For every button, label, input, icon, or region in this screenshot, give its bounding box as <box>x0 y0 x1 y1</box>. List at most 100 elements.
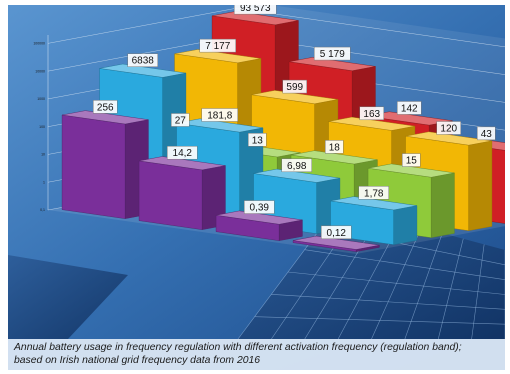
data-label-text: 6,98 <box>287 161 307 172</box>
y-tick-label: 1 <box>43 180 45 184</box>
solar-panel-1 <box>8 255 128 339</box>
labels-layer: 93 573 5 179 142 43 7 177 599 163 120 27 13 18 15 68… <box>93 5 496 240</box>
chart-canvas: 100000 10000 1000 100 10 1 0,1 93 573 5 179 142 4… <box>8 5 505 339</box>
data-label-text: 27 <box>175 115 187 126</box>
bar-top-face <box>328 116 415 131</box>
panel-grid-line <box>271 294 505 310</box>
data-label-box <box>93 100 118 114</box>
data-label-box <box>234 5 277 15</box>
bar-top-face <box>293 235 380 250</box>
bar-top-face <box>62 110 149 125</box>
data-label-green-cat3: 18 <box>325 140 344 154</box>
bar-blue-cat4 <box>330 196 418 245</box>
data-label-box <box>244 200 275 214</box>
data-label-purple-cat3: 0,39 <box>244 200 275 214</box>
data-label-box <box>248 133 267 147</box>
solar-panel-0 <box>238 205 505 339</box>
y-tick-label: 1000 <box>37 97 45 101</box>
data-label-purple-cat1: 256 <box>93 100 118 114</box>
data-label-box <box>436 121 461 135</box>
data-label-text: 256 <box>97 102 114 113</box>
data-label-yellow-cat4: 120 <box>436 121 461 135</box>
data-label-red-cat3: 142 <box>397 101 422 115</box>
chart-figure: 100000 10000 1000 100 10 1 0,1 93 573 5 179 142 4… <box>8 5 505 370</box>
data-label-box <box>358 186 389 200</box>
data-label-text: 93 573 <box>240 5 271 14</box>
data-label-blue-cat1: 6838 <box>127 53 158 67</box>
data-label-red-cat1: 93 573 <box>234 5 277 15</box>
bar-top-face <box>99 63 186 78</box>
bar-side-face <box>393 205 418 245</box>
bar-top-face <box>368 163 455 178</box>
bar-top-face <box>289 57 376 71</box>
data-label-text: 7 177 <box>205 41 230 52</box>
data-label-box <box>171 113 190 127</box>
bar-front-face <box>138 160 203 230</box>
data-label-text: 43 <box>481 129 493 140</box>
bar-top-face <box>405 131 492 146</box>
y-tick-label: 10000 <box>35 69 45 73</box>
data-label-box <box>282 79 307 94</box>
data-label-box <box>199 38 236 53</box>
data-label-box <box>359 106 384 121</box>
data-label-purple-cat2: 14,2 <box>167 145 198 160</box>
caption-bar: Annual battery usage in frequency regula… <box>8 339 505 370</box>
data-label-box <box>201 108 238 122</box>
data-label-box <box>397 101 422 115</box>
bar-top-face <box>216 210 303 225</box>
data-label-green-cat4: 15 <box>402 153 421 167</box>
bar-purple-cat4 <box>292 235 380 252</box>
data-label-text: 0,39 <box>250 203 270 214</box>
data-label-blue-cat3: 6,98 <box>281 158 312 173</box>
caption-line-1: Annual battery usage in frequency regula… <box>14 342 462 353</box>
data-label-text: 14,2 <box>173 148 193 159</box>
caption: Annual battery usage in frequency regula… <box>14 341 499 367</box>
y-tick-label: 100000 <box>33 42 45 46</box>
bar-top-face <box>253 168 340 183</box>
data-label-text: 142 <box>401 103 418 114</box>
panel-grid-line <box>287 271 505 295</box>
y-tick-label: 100 <box>39 125 45 129</box>
bar-top-face <box>176 118 263 133</box>
data-label-green-cat2: 13 <box>248 133 267 147</box>
data-label-text: 15 <box>406 156 418 167</box>
data-label-box <box>314 46 351 61</box>
data-label-text: 13 <box>252 135 264 146</box>
bar-side-face <box>468 140 493 231</box>
bar-front-face <box>61 114 126 219</box>
bar-top-face <box>330 196 417 211</box>
bar-purple-cat2 <box>138 156 226 230</box>
bar-top-face <box>251 90 338 104</box>
y-tick-label: 0,1 <box>40 208 45 212</box>
data-label-text: 181,8 <box>207 110 232 121</box>
data-label-green-cat1: 27 <box>171 113 190 127</box>
data-label-box <box>325 140 344 154</box>
bars-layer <box>61 11 505 252</box>
data-label-text: 163 <box>363 109 380 120</box>
bar-purple-cat1 <box>61 110 149 219</box>
bar-side-face <box>430 172 455 238</box>
data-label-text: 1,78 <box>364 188 384 199</box>
data-label-text: 5 179 <box>320 49 345 60</box>
data-label-red-cat2: 5 179 <box>314 46 351 61</box>
panel-grid-line <box>254 316 505 325</box>
data-label-box <box>477 126 496 141</box>
data-label-box <box>167 145 198 160</box>
data-label-text: 120 <box>440 123 457 134</box>
y-tick-label: 10 <box>41 153 45 157</box>
data-label-text: 0,12 <box>327 228 347 239</box>
bar-top-face <box>174 49 261 64</box>
bar-purple-cat3 <box>215 210 303 241</box>
data-label-text: 6838 <box>132 56 155 67</box>
panel-grid-line <box>304 249 505 280</box>
data-label-purple-cat4: 0,12 <box>321 225 352 240</box>
data-label-box <box>402 153 421 167</box>
data-label-yellow-cat1: 7 177 <box>199 38 236 53</box>
data-label-box <box>321 225 352 240</box>
data-label-box <box>127 53 158 67</box>
data-label-yellow-cat2: 599 <box>282 79 307 94</box>
bar-top-face <box>139 156 226 171</box>
data-label-yellow-cat3: 163 <box>359 106 384 121</box>
data-label-blue-cat4: 1,78 <box>358 186 389 200</box>
caption-line-2: based on Irish national grid frequency d… <box>14 355 261 366</box>
